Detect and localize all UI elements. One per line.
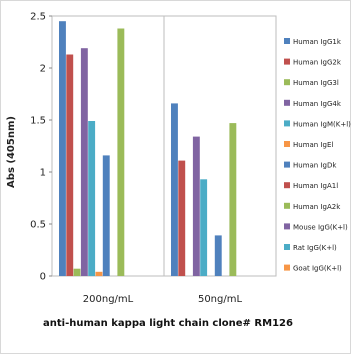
legend-swatch <box>284 182 290 189</box>
legend-swatch <box>284 58 290 65</box>
bar <box>192 136 200 276</box>
legend-entry: Human IgEl <box>293 141 333 149</box>
y-axis-ticks: 0 0.5 1 1.5 2 2.5 <box>30 12 52 283</box>
legend-entry: Mouse IgG(K+l) <box>293 223 348 231</box>
legend-swatch <box>284 264 290 271</box>
bar <box>171 103 178 277</box>
plot-area <box>51 15 277 277</box>
legend-entry: Rat IgG(K+l) <box>293 244 337 252</box>
y-tick-label: 2.5 <box>30 12 46 23</box>
bar <box>66 54 74 276</box>
legend-entry: Goat IgG(K+l) <box>293 265 342 273</box>
bar <box>229 123 237 276</box>
bar <box>80 48 88 277</box>
y-tick-label: 1 <box>40 168 46 179</box>
bar <box>200 179 208 276</box>
y-tick-label: 2 <box>40 64 46 75</box>
legend-swatch <box>284 161 290 168</box>
legend: Human IgG1k Human IgG2k Human IgG3l Human I… <box>284 38 351 273</box>
legend-entry: Human IgA1l <box>293 182 338 190</box>
legend-swatch <box>284 141 290 147</box>
x-axis-categories: 200ng/mL 50ng/mL <box>83 294 243 305</box>
bar <box>59 21 66 277</box>
legend-entry: Human IgA2k <box>293 203 341 211</box>
bar <box>73 268 81 276</box>
y-tick-label: 0.5 <box>30 220 46 231</box>
legend-swatch <box>284 38 290 44</box>
bar <box>102 155 110 276</box>
bar <box>95 271 103 276</box>
bar <box>214 235 222 276</box>
y-axis-label: Abs (405nm) <box>6 116 17 188</box>
legend-entry: Human IgG4k <box>293 100 342 108</box>
y-tick-label: 0 <box>40 272 46 283</box>
bar <box>178 160 186 276</box>
legend-swatch <box>284 244 290 250</box>
legend-entry: Human IgG3l <box>293 79 339 87</box>
y-tick-label: 1.5 <box>30 116 46 127</box>
legend-swatch <box>284 202 290 209</box>
legend-swatch <box>284 120 290 127</box>
legend-entry: Human IgG2k <box>293 59 342 67</box>
legend-entry: Human IgM(K+l) <box>293 120 351 128</box>
legend-swatch <box>284 99 290 106</box>
bar <box>88 121 96 276</box>
x-category-label: 200ng/mL <box>83 294 134 305</box>
legend-entry: Human IgDk <box>293 162 337 170</box>
legend-swatch <box>284 223 290 230</box>
x-category-label: 50ng/mL <box>198 294 243 305</box>
legend-swatch <box>284 79 290 86</box>
x-axis-label: anti-human kappa light chain clone# RM12… <box>43 318 293 329</box>
bar <box>117 28 125 276</box>
legend-entry: Human IgG1k <box>293 38 342 46</box>
